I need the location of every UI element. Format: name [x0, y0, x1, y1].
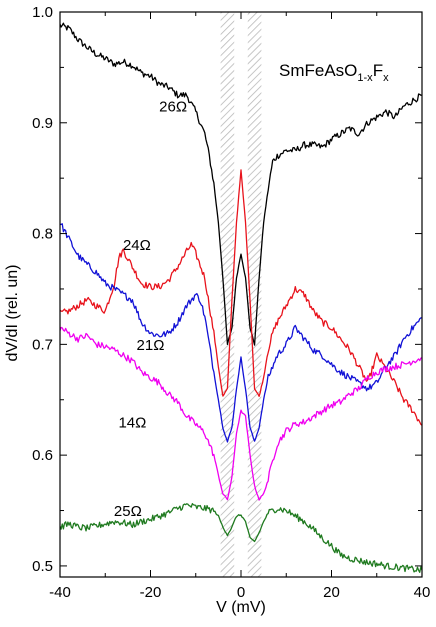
x-tick-labels: -40 -20 0 20 40	[49, 584, 430, 601]
series-label-2: 21Ω	[137, 337, 165, 354]
x-tick-label: -40	[49, 584, 71, 601]
series-line-0	[60, 22, 422, 346]
chart-title: SmFeAsO1-xFx	[279, 61, 389, 84]
series-line-3	[60, 326, 422, 501]
x-tick-label: 40	[414, 584, 431, 601]
axis-ticks	[59, 11, 423, 577]
x-tick-label: 20	[323, 584, 340, 601]
title-formula-mid: F	[373, 61, 383, 80]
y-tick-label: 1.0	[32, 4, 53, 21]
series-label-0: 26Ω	[159, 99, 187, 116]
y-tick-label: 0.6	[32, 447, 53, 464]
shaded-band-0	[220, 12, 235, 577]
x-tick-label: -20	[140, 584, 162, 601]
x-axis-title: V (mV)	[216, 599, 266, 616]
series-group	[60, 22, 422, 573]
y-tick-labels: 0.5 0.6 0.7 0.8 0.9 1.0	[32, 4, 53, 575]
plot-frame	[59, 11, 423, 578]
title-formula-main: SmFeAsO	[279, 61, 357, 80]
y-tick-label: 0.8	[32, 226, 53, 243]
series-label-1: 24Ω	[123, 237, 151, 254]
series-label-3: 14Ω	[118, 414, 146, 431]
shaded-band-1	[247, 12, 262, 577]
y-tick-label: 0.5	[32, 558, 53, 575]
y-axis-title: dV/dI (rel. un)	[4, 265, 21, 362]
title-formula-sub2: x	[383, 72, 389, 84]
title-formula-sub1: 1-x	[357, 72, 373, 84]
y-tick-label: 0.7	[32, 336, 53, 353]
series-label-4: 25Ω	[114, 503, 142, 520]
y-tick-label: 0.9	[32, 115, 53, 132]
series-labels: 26Ω 24Ω 21Ω 14Ω 25Ω	[114, 99, 187, 520]
series-line-4	[60, 503, 422, 573]
x-tick-label: 0	[237, 584, 245, 601]
series-line-1	[60, 169, 422, 426]
shaded-bands	[220, 12, 262, 577]
